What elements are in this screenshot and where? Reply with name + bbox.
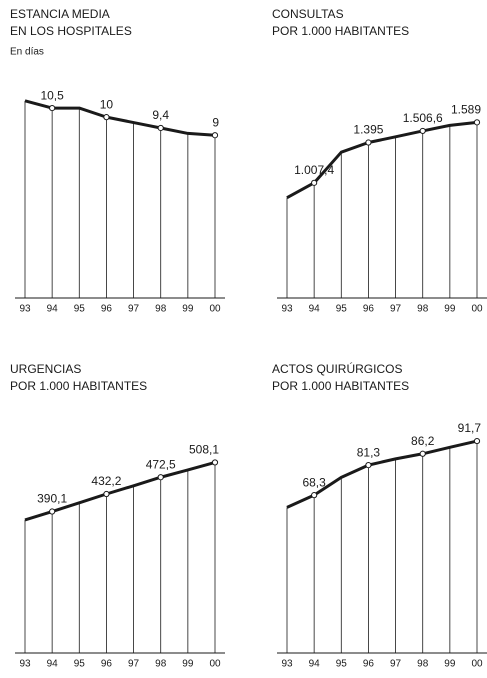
value-label: 86,2	[411, 434, 435, 448]
chart-title: ACTOS QUIRÚRGICOS	[272, 361, 402, 376]
x-tick-label: 00	[471, 659, 483, 670]
chart-title: EN LOS HOSPITALES	[10, 24, 132, 38]
point-marker	[365, 462, 372, 469]
point-marker	[103, 114, 110, 121]
point-marker	[311, 179, 318, 186]
x-tick-label: 97	[128, 304, 140, 315]
value-label: 91,7	[458, 421, 482, 435]
x-tick-label: 94	[309, 304, 321, 315]
point-marker	[419, 450, 426, 457]
value-label: 390,1	[37, 492, 67, 506]
x-tick-label: 94	[47, 304, 59, 315]
point-marker	[311, 492, 318, 499]
x-tick-label: 97	[390, 304, 402, 315]
data-line	[24, 99, 216, 137]
x-tick-label: 95	[336, 304, 348, 315]
value-label: 10	[100, 97, 114, 111]
x-tick-label: 99	[444, 659, 456, 670]
chart-title: POR 1.000 HABITANTES	[10, 379, 147, 393]
x-tick-label: 99	[182, 304, 194, 315]
value-label: 1.395	[353, 123, 383, 137]
point-marker	[49, 508, 56, 515]
x-tick-label: 96	[363, 304, 375, 315]
x-tick-label: 97	[390, 659, 402, 670]
point-marker	[49, 104, 56, 112]
chart-subtitle: En días	[10, 47, 44, 58]
x-tick-label: 98	[417, 304, 429, 315]
x-tick-label: 96	[363, 659, 375, 670]
value-label: 81,3	[357, 445, 381, 459]
point-marker	[157, 124, 164, 132]
x-tick-label: 95	[336, 659, 348, 670]
value-label: 9	[212, 115, 219, 129]
x-tick-label: 99	[182, 659, 194, 670]
point-marker	[473, 119, 481, 126]
x-tick-label: 93	[281, 659, 293, 670]
chart-title: URGENCIAS	[10, 362, 81, 376]
value-label: 1.007,4	[294, 163, 334, 177]
chart-title: POR 1.000 HABITANTES	[272, 24, 409, 38]
point-marker	[103, 490, 110, 498]
data-line	[286, 439, 478, 509]
point-marker	[419, 127, 426, 135]
chart-title: ESTANCIA MEDIA	[10, 7, 110, 21]
x-tick-label: 96	[101, 659, 113, 670]
point-marker	[157, 474, 164, 481]
x-tick-label: 00	[209, 304, 221, 315]
x-tick-label: 93	[281, 304, 293, 315]
value-label: 9,4	[152, 108, 169, 122]
point-marker	[473, 437, 481, 445]
x-tick-label: 00	[209, 659, 221, 670]
data-line	[24, 460, 216, 522]
x-tick-label: 94	[47, 659, 59, 670]
x-tick-label: 98	[155, 659, 167, 670]
x-tick-label: 95	[74, 659, 86, 670]
value-label: 1.506,6	[403, 111, 443, 125]
point-marker	[211, 459, 219, 466]
value-label: 432,2	[91, 474, 121, 488]
x-tick-label: 93	[19, 659, 31, 670]
x-tick-label: 94	[309, 659, 321, 670]
value-label: 68,3	[302, 475, 326, 489]
x-tick-label: 99	[444, 304, 456, 315]
value-label: 508,1	[189, 443, 219, 457]
chart-title: CONSULTAS	[272, 7, 344, 21]
x-tick-label: 93	[19, 304, 31, 315]
x-tick-label: 00	[471, 304, 483, 315]
x-tick-label: 97	[128, 659, 140, 670]
point-marker	[365, 139, 372, 146]
point-marker	[211, 132, 219, 139]
x-tick-label: 98	[417, 659, 429, 670]
value-label: 1.589	[451, 103, 481, 117]
x-tick-label: 98	[155, 304, 167, 315]
x-tick-label: 96	[101, 304, 113, 315]
value-label: 10,5	[40, 88, 64, 102]
x-tick-label: 95	[74, 304, 86, 315]
chart-title: POR 1.000 HABITANTES	[272, 379, 409, 393]
data-line	[286, 120, 478, 199]
value-label: 472,5	[146, 457, 176, 471]
